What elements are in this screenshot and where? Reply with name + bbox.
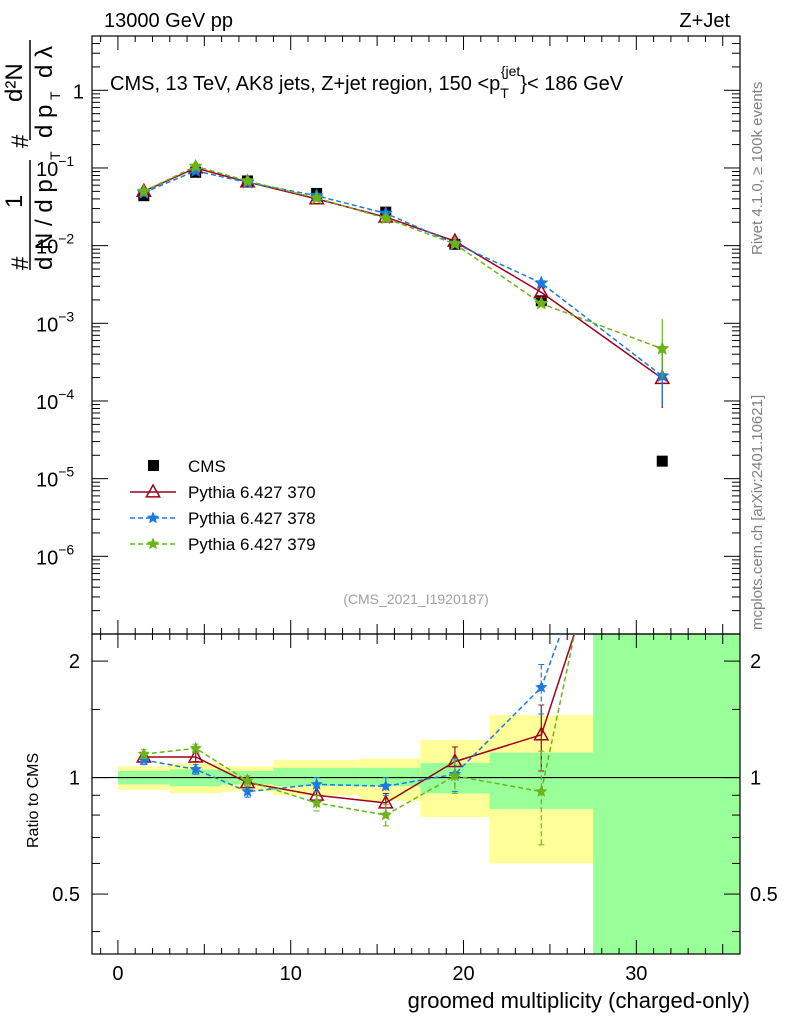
ratio-y-tick-label-left: 1 bbox=[69, 768, 80, 790]
series-line-2 bbox=[143, 165, 663, 350]
series-marker-1-6 bbox=[533, 275, 549, 290]
ratio-marker-2-2 bbox=[241, 774, 254, 787]
series-line-1 bbox=[143, 170, 663, 377]
series-marker-2-6 bbox=[533, 295, 549, 310]
chart-title: CMS, 13 TeV, AK8 jets, Z+jet region, 150… bbox=[110, 63, 624, 101]
legend-cms-label: CMS bbox=[188, 457, 226, 476]
chart-title-tail: }< 186 GeV bbox=[520, 73, 624, 95]
x-axis-label: groomed multiplicity (charged-only) bbox=[408, 988, 750, 1013]
ratio-uncertainty-bands bbox=[117, 634, 740, 954]
ratio-marker-2-4 bbox=[379, 808, 393, 821]
ylabel-dn-dp: d N / d p bbox=[31, 179, 58, 270]
ratio-marker-2-5 bbox=[448, 769, 462, 782]
analysis-watermark: (CMS_2021_I1920187) bbox=[343, 591, 489, 607]
ratio-marker-1-3 bbox=[310, 777, 323, 790]
main-y-tick-label: 10−4 bbox=[36, 386, 74, 414]
mcplots-reference-label: mcplots.cern.ch [arXiv:2401.10621] bbox=[749, 395, 766, 630]
ylabel-dlambda: d λ bbox=[31, 46, 58, 78]
legend-marker-0 bbox=[145, 483, 161, 498]
ratio-marker-0-1 bbox=[187, 748, 204, 763]
ratio-marker-1-4 bbox=[379, 779, 393, 792]
energy-label: 13000 GeV pp bbox=[104, 10, 233, 32]
main-y-tick-label: 10−3 bbox=[36, 308, 74, 336]
ratio-marker-2-3 bbox=[310, 796, 323, 809]
main-y-tick-label: 10−6 bbox=[36, 541, 74, 569]
ratio-marker-2-1 bbox=[189, 741, 203, 754]
ylabel-hash-2: # bbox=[7, 134, 34, 148]
ratio-marker-0-5 bbox=[446, 753, 463, 768]
ratio-marker-1-6 bbox=[534, 680, 548, 693]
cms-data-point-7 bbox=[656, 455, 668, 467]
ratio-marker-2-7 bbox=[657, 212, 668, 223]
ylabel-hash-1: # bbox=[7, 256, 34, 270]
ylabel-one: 1 bbox=[1, 195, 28, 208]
legend-marker-1 bbox=[146, 511, 160, 524]
ratio-band-stat-7 bbox=[593, 634, 740, 954]
main-y-tick-label: 10−5 bbox=[36, 464, 74, 492]
ratio-y-tick-label-left: 2 bbox=[69, 651, 80, 673]
series-marker-2-3 bbox=[309, 190, 324, 205]
x-tick-label: 20 bbox=[452, 963, 474, 985]
main-y-tick-label: 10−2 bbox=[36, 231, 74, 259]
legend-label-1: Pythia 6.427 378 bbox=[188, 509, 316, 528]
series-marker-2-4 bbox=[378, 210, 394, 225]
legend: CMS Pythia 6.427 370 Pythia 6.427 378 Pythi… bbox=[130, 457, 316, 554]
chart-title-sup: {jet bbox=[501, 63, 521, 79]
ylabel-t-1: T bbox=[47, 151, 63, 160]
ylabel-t-2: T bbox=[47, 91, 63, 100]
x-tick-label: 0 bbox=[112, 963, 123, 985]
ratio-y-tick-label-left: 0.5 bbox=[52, 884, 80, 906]
chart-title-sub: T bbox=[500, 85, 509, 101]
ratio-y-axis-label: Ratio to CMS bbox=[25, 753, 42, 848]
main-y-tick-label: 10−1 bbox=[36, 153, 74, 181]
legend-marker-2 bbox=[146, 537, 160, 550]
ratio-marker-1-1 bbox=[189, 762, 203, 775]
ylabel-dp: d p bbox=[31, 105, 58, 138]
axis-ticks: 0 10 20 30 1 10−1 10−2 10−3 10−4 10−5 10−6 2 2 1 1 0.5 0… bbox=[36, 35, 778, 985]
ratio-y-tick-label-right: 0.5 bbox=[750, 884, 778, 906]
ratio-series-layer bbox=[135, 212, 668, 846]
rivet-version-label: Rivet 4.1.0, ≥ 100k events bbox=[749, 82, 766, 255]
ratio-y-tick-label-right: 1 bbox=[750, 768, 761, 790]
series-marker-2-2 bbox=[240, 173, 255, 188]
legend-label-0: Pythia 6.427 370 bbox=[188, 483, 316, 502]
x-tick-label: 10 bbox=[280, 963, 302, 985]
ratio-marker-1-0 bbox=[137, 753, 151, 766]
process-label: Z+Jet bbox=[679, 10, 730, 32]
main-y-axis-label: # 1 d N / d p T # d²N d p T d λ bbox=[1, 40, 63, 270]
series-marker-2-7 bbox=[654, 341, 670, 355]
series-line-0 bbox=[143, 167, 663, 380]
ratio-y-tick-label-right: 2 bbox=[750, 651, 761, 673]
ylabel-d2n: d²N bbox=[1, 63, 28, 102]
main-y-tick-label: 1 bbox=[73, 81, 84, 103]
main-series-layer bbox=[135, 158, 671, 467]
ratio-marker-0-6 bbox=[533, 726, 550, 741]
ratio-marker-1-2 bbox=[241, 784, 254, 797]
ratio-line-0 bbox=[143, 634, 576, 804]
ratio-line-1 bbox=[143, 634, 562, 793]
series-marker-2-1 bbox=[188, 158, 203, 173]
x-tick-label: 30 bbox=[625, 963, 647, 985]
ratio-marker-2-6 bbox=[534, 784, 548, 797]
chart-title-main: CMS, 13 TeV, AK8 jets, Z+jet region, 150… bbox=[110, 73, 500, 95]
legend-cms-marker bbox=[148, 460, 159, 471]
ratio-plot-frame bbox=[91, 633, 741, 955]
legend-label-2: Pythia 6.427 379 bbox=[188, 535, 316, 554]
ratio-line-2 bbox=[143, 634, 576, 816]
series-marker-2-5 bbox=[447, 236, 463, 251]
ratio-marker-2-0 bbox=[137, 747, 151, 760]
series-marker-2-0 bbox=[136, 183, 152, 198]
